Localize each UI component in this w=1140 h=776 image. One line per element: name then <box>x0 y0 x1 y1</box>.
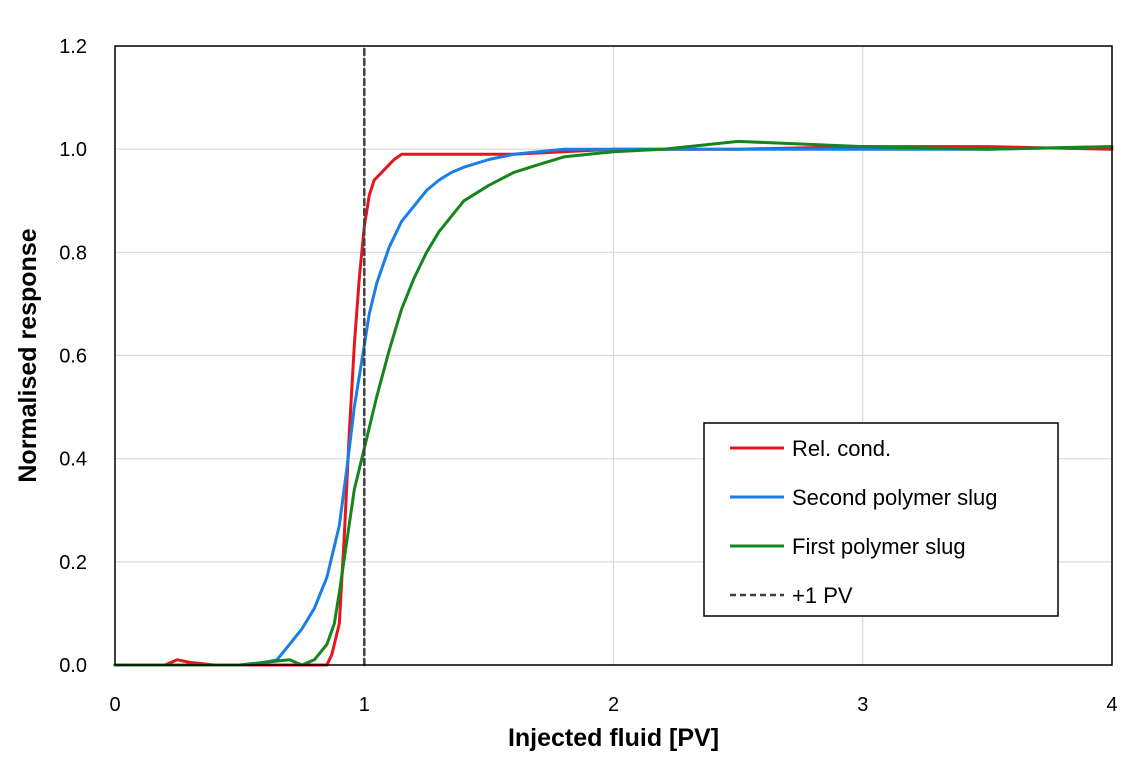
plot-area-border <box>114 45 1113 666</box>
y-tick-label: 0.0 <box>59 655 87 677</box>
legend-label: Second polymer slug <box>792 485 997 510</box>
x-tick-label: 0 <box>109 694 120 716</box>
y-tick-label: 1.2 <box>59 36 87 58</box>
x-axis-title: Injected fluid [PV] <box>508 724 719 752</box>
legend-label: Rel. cond. <box>792 436 891 461</box>
x-tick-label: 4 <box>1106 694 1117 716</box>
x-tick-label: 1 <box>359 694 370 716</box>
legend-label: +1 PV <box>792 583 853 608</box>
series-line-second-polymer-slug <box>113 145 1114 667</box>
tick-labels: 0 1 2 3 4 0.0 0.2 0.4 0.6 0.8 1.0 1.2 <box>59 36 1117 716</box>
x-tick-label: 3 <box>857 694 868 716</box>
y-tick-label: 0.6 <box>59 346 87 368</box>
y-tick-label: 0.2 <box>59 552 87 574</box>
series-line-first-polymer-slug <box>113 139 1114 667</box>
legend-box <box>703 422 1059 617</box>
x-tick-label: 2 <box>608 694 619 716</box>
legend: Rel. cond. Second polymer slug First polym… <box>703 422 1059 617</box>
y-tick-label: 0.4 <box>59 449 87 471</box>
y-axis-title: Normalised response <box>14 228 42 482</box>
y-tick-label: 0.8 <box>59 242 87 264</box>
legend-label: First polymer slug <box>792 534 966 559</box>
y-tick-label: 1.0 <box>59 139 87 161</box>
